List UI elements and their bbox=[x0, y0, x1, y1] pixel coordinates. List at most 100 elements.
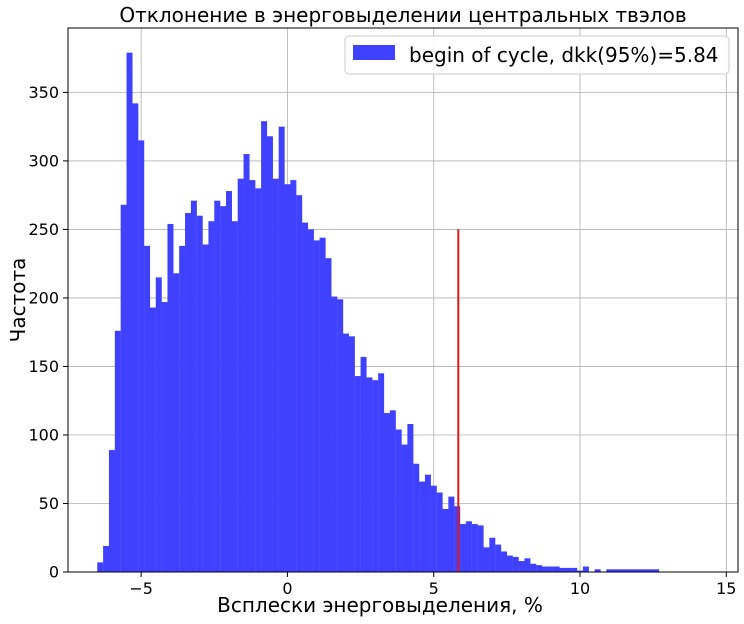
histogram-bar bbox=[395, 429, 402, 572]
histogram-bar bbox=[319, 237, 326, 572]
histogram-bar bbox=[155, 277, 162, 572]
histogram-bar bbox=[582, 566, 589, 572]
histogram-bar bbox=[208, 221, 215, 573]
histogram-bar bbox=[231, 221, 238, 573]
histogram-bar bbox=[343, 333, 350, 572]
histogram-bar bbox=[372, 380, 379, 572]
y-tick-label: 150 bbox=[28, 357, 59, 376]
histogram-bar bbox=[360, 356, 367, 572]
histogram-bar bbox=[173, 273, 180, 572]
histogram-bar bbox=[243, 154, 250, 572]
histogram-bar bbox=[471, 524, 478, 572]
histogram-bar bbox=[266, 136, 273, 572]
histogram-bar bbox=[419, 481, 426, 572]
histogram-bar bbox=[138, 140, 145, 572]
histogram-bar bbox=[302, 222, 309, 572]
histogram-bar bbox=[541, 566, 548, 572]
histogram-bar bbox=[202, 244, 209, 572]
histogram-bar bbox=[430, 485, 437, 572]
histogram-bar bbox=[190, 200, 197, 572]
histogram-bar bbox=[489, 537, 496, 572]
histogram-bar bbox=[389, 410, 396, 572]
histogram-bar bbox=[407, 424, 414, 572]
histogram-bar bbox=[149, 307, 156, 572]
histogram-bar bbox=[553, 566, 560, 572]
histogram-bar bbox=[126, 52, 133, 573]
histogram-bar bbox=[635, 569, 642, 572]
histogram-bar bbox=[623, 569, 630, 572]
x-tick-label: −5 bbox=[129, 579, 153, 598]
histogram-bars bbox=[97, 52, 660, 573]
histogram-bar bbox=[196, 215, 203, 572]
histogram-bar bbox=[331, 296, 338, 572]
histogram-bar bbox=[161, 302, 168, 572]
histogram-bar bbox=[296, 195, 303, 572]
y-tick-label: 250 bbox=[28, 220, 59, 239]
histogram-bar bbox=[477, 525, 484, 572]
histogram-bar bbox=[348, 336, 355, 572]
histogram-bar bbox=[366, 377, 373, 572]
histogram-bar bbox=[413, 463, 420, 572]
legend-swatch bbox=[353, 45, 395, 60]
histogram-bar bbox=[167, 223, 174, 572]
histogram-bar bbox=[132, 103, 139, 573]
x-axis-label: Всплески энерговыделения, % bbox=[217, 593, 543, 617]
y-axis-label: Частота bbox=[6, 258, 30, 343]
histogram-bar bbox=[261, 121, 268, 573]
histogram-bar bbox=[547, 566, 554, 572]
histogram-bar bbox=[249, 180, 256, 572]
histogram-bar bbox=[220, 206, 227, 572]
histogram-bar bbox=[378, 373, 385, 572]
x-axis-ticks: −5 0 5 10 15 bbox=[129, 572, 736, 598]
histogram-bar bbox=[465, 521, 472, 572]
histogram-bar bbox=[114, 330, 121, 572]
histogram-bar bbox=[144, 245, 151, 572]
histogram-bar bbox=[565, 567, 572, 572]
histogram-bar bbox=[536, 565, 543, 572]
histogram-bar bbox=[530, 563, 537, 572]
histogram-bar bbox=[483, 547, 490, 572]
histogram-bar bbox=[307, 229, 314, 572]
histogram-bar bbox=[653, 569, 660, 572]
histogram-bar bbox=[255, 188, 262, 572]
histogram-bar bbox=[577, 570, 584, 572]
histogram-bar bbox=[495, 544, 502, 572]
histogram-bar bbox=[442, 508, 449, 572]
x-tick-label: 0 bbox=[282, 579, 292, 598]
histogram-bar bbox=[97, 562, 104, 572]
chart-title: Отклонение в энерговыделении центральных… bbox=[119, 3, 686, 27]
histogram-bar bbox=[448, 496, 455, 572]
y-axis-ticks: 0 50 100 150 200 250 300 350 bbox=[28, 83, 68, 582]
histogram-bar bbox=[401, 444, 408, 572]
histogram-bar bbox=[559, 567, 566, 572]
y-tick-label: 300 bbox=[28, 151, 59, 170]
histogram-bar bbox=[641, 569, 648, 572]
histogram-bar bbox=[103, 545, 110, 572]
x-tick-label: 5 bbox=[429, 579, 439, 598]
legend-label: begin of cycle, dkk(95%)=5.84 bbox=[409, 43, 719, 67]
x-tick-label: 15 bbox=[716, 579, 736, 598]
y-tick-label: 200 bbox=[28, 288, 59, 307]
histogram-bar bbox=[225, 191, 232, 572]
histogram-bar bbox=[454, 506, 461, 572]
histogram-bar bbox=[313, 240, 320, 572]
histogram-bar bbox=[278, 126, 285, 573]
y-tick-label: 0 bbox=[49, 563, 59, 582]
histogram-bar bbox=[108, 450, 115, 572]
histogram-bar bbox=[647, 569, 654, 572]
histogram-bar bbox=[512, 556, 519, 572]
histogram-bar bbox=[337, 299, 344, 572]
histogram-bar bbox=[501, 551, 508, 572]
histogram-bar bbox=[594, 569, 601, 572]
histogram-bar bbox=[185, 212, 192, 572]
histogram-bar bbox=[606, 569, 613, 572]
histogram-bar bbox=[424, 474, 431, 572]
histogram-bar bbox=[290, 180, 297, 572]
legend-box bbox=[344, 35, 730, 75]
histogram-bar bbox=[460, 524, 467, 572]
histogram-bar bbox=[518, 561, 525, 572]
histogram-bar bbox=[618, 569, 625, 572]
x-tick-label: 10 bbox=[570, 579, 590, 598]
histogram-bar bbox=[629, 569, 636, 572]
